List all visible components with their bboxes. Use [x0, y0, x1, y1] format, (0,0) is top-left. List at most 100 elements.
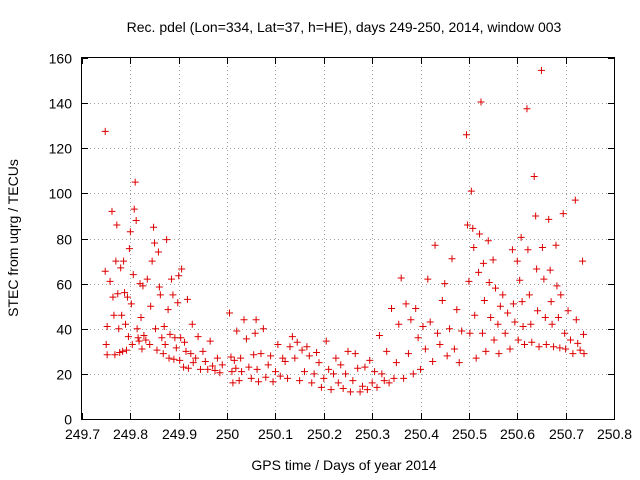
- data-point: [163, 236, 171, 244]
- data-point: [359, 382, 367, 390]
- data-point: [325, 365, 333, 373]
- data-point: [332, 354, 340, 362]
- data-point: [298, 346, 306, 354]
- data-point: [131, 178, 139, 186]
- x-tick-label: 250.6: [500, 426, 535, 442]
- data-point: [213, 354, 221, 362]
- data-point: [122, 320, 130, 328]
- data-point: [446, 325, 454, 333]
- data-point: [293, 338, 301, 346]
- data-point: [392, 359, 400, 367]
- data-point: [351, 350, 359, 358]
- data-point: [501, 329, 509, 337]
- data-point: [429, 357, 437, 365]
- plot-frame: [81, 57, 615, 420]
- data-point: [523, 105, 531, 113]
- data-point: [564, 307, 572, 315]
- data-point: [232, 364, 240, 372]
- data-point: [479, 259, 487, 267]
- data-point: [499, 291, 507, 299]
- data-point: [125, 245, 133, 253]
- data-point: [116, 348, 124, 356]
- data-point: [458, 327, 466, 335]
- data-point: [412, 304, 420, 312]
- data-point: [170, 355, 178, 363]
- data-point: [466, 329, 474, 337]
- data-point: [485, 278, 493, 286]
- data-point: [450, 345, 458, 353]
- data-point: [521, 341, 529, 349]
- data-point: [126, 228, 134, 236]
- data-point: [443, 352, 451, 360]
- data-point: [470, 244, 478, 252]
- data-point: [467, 187, 475, 195]
- data-point: [538, 244, 546, 252]
- data-point: [327, 386, 335, 394]
- data-point: [281, 357, 289, 365]
- data-point: [152, 325, 160, 333]
- data-point: [227, 353, 235, 361]
- data-point: [548, 320, 556, 328]
- y-tick-label: 80: [56, 232, 72, 248]
- data-point: [102, 341, 110, 349]
- data-point: [129, 271, 137, 279]
- data-point: [424, 275, 432, 283]
- data-point: [161, 341, 169, 349]
- data-point: [147, 302, 155, 310]
- data-point: [329, 370, 337, 378]
- data-point: [211, 366, 219, 374]
- data-point: [363, 386, 371, 394]
- data-point: [308, 379, 316, 387]
- data-point: [344, 347, 352, 355]
- data-point: [541, 313, 549, 321]
- data-point: [240, 316, 248, 324]
- data-point: [402, 300, 410, 308]
- x-tick-label: 250.2: [307, 426, 342, 442]
- data-point: [296, 377, 304, 385]
- data-point: [533, 265, 541, 273]
- data-point: [528, 338, 536, 346]
- data-point: [506, 345, 514, 353]
- data-point: [441, 280, 449, 288]
- data-point: [153, 346, 161, 354]
- x-tick-label: 250.8: [597, 426, 632, 442]
- data-point: [154, 248, 162, 256]
- data-point: [158, 334, 166, 342]
- data-point: [146, 341, 154, 349]
- data-point: [334, 379, 342, 387]
- data-point: [310, 370, 318, 378]
- data-point: [218, 361, 226, 369]
- data-point: [151, 239, 159, 247]
- data-point: [120, 257, 128, 265]
- data-point: [209, 362, 217, 370]
- data-point: [114, 290, 122, 298]
- data-point: [110, 311, 118, 319]
- data-point: [546, 266, 554, 274]
- data-point: [313, 348, 321, 356]
- data-point: [417, 365, 425, 373]
- data-point: [373, 383, 381, 391]
- y-tick-label: 100: [49, 186, 73, 202]
- data-point: [346, 388, 354, 396]
- data-point: [320, 374, 328, 382]
- data-point: [469, 224, 477, 232]
- data-point: [138, 345, 146, 353]
- data-point: [253, 365, 261, 373]
- data-point: [552, 241, 560, 249]
- data-point: [438, 297, 446, 305]
- data-point: [245, 363, 253, 371]
- data-point: [489, 256, 497, 264]
- data-point: [385, 379, 393, 387]
- data-point: [478, 329, 486, 337]
- data-point: [132, 216, 140, 224]
- data-point: [433, 329, 441, 337]
- x-tick-label: 250.4: [404, 426, 439, 442]
- data-point: [532, 212, 540, 220]
- data-point: [204, 365, 212, 373]
- data-point: [230, 356, 238, 364]
- data-point: [259, 325, 267, 333]
- data-point: [123, 293, 131, 301]
- x-axis-label: GPS time / Days of year 2014: [251, 457, 436, 473]
- data-point: [250, 351, 258, 359]
